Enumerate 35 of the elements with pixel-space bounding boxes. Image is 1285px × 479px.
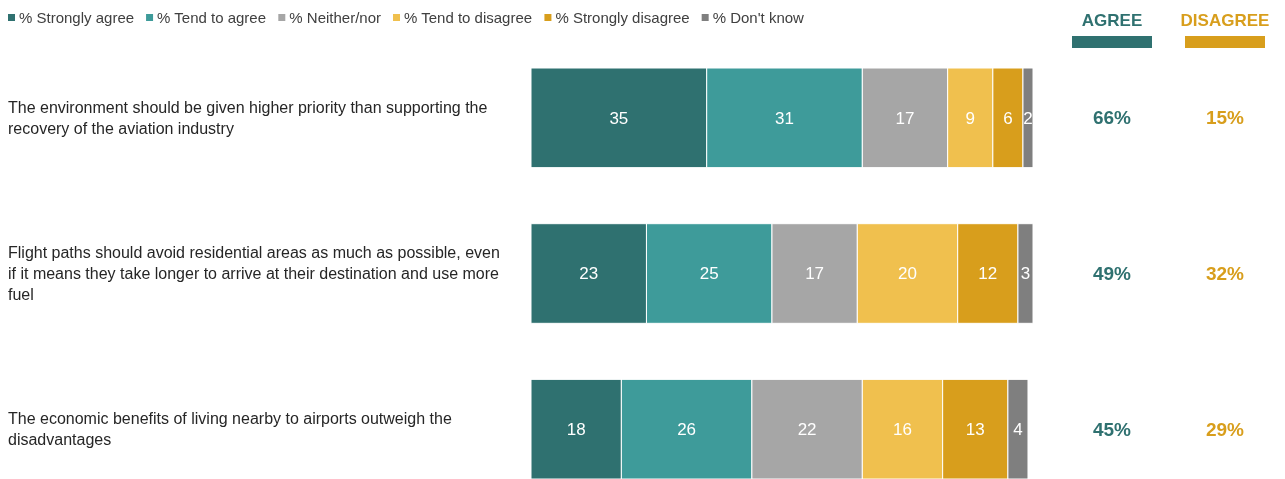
text: 66% xyxy=(1092,107,1132,129)
data-label: 17 xyxy=(805,264,825,284)
text: 15% xyxy=(1205,107,1245,129)
legend-label: % Strongly agree xyxy=(19,9,135,27)
data-label: 18 xyxy=(566,420,586,440)
data-label: 17 xyxy=(895,108,915,128)
legend-label: % Tend to agree xyxy=(157,9,267,27)
legend-label: % Neither/nor xyxy=(289,9,382,27)
data-label: 22 xyxy=(797,420,817,440)
text: 29% xyxy=(1205,418,1245,440)
data-label: 12 xyxy=(978,264,998,284)
data-label: 2 xyxy=(1023,108,1033,128)
y-tick-label: Flight paths should avoid residential areas as much as possible, even if it means they take longer to arrive at their destination and use more fuel xyxy=(8,244,500,304)
text: 45% xyxy=(1092,418,1132,440)
data-label: 13 xyxy=(965,420,985,440)
data-label: 4 xyxy=(1013,420,1023,440)
data-label: 3 xyxy=(1020,264,1031,284)
data-label: 16 xyxy=(893,420,912,440)
text: AGREE xyxy=(1081,10,1143,30)
text: 49% xyxy=(1092,263,1132,285)
data-label: 9 xyxy=(965,108,975,128)
legend-label: % Strongly disagree xyxy=(555,9,690,27)
y-tick-label: The environment should be given higher priority than supporting the recovery of the aviation industry xyxy=(8,98,488,137)
legend-label: % Tend to disagree xyxy=(404,9,533,27)
data-label: 20 xyxy=(898,264,917,284)
data-label: 26 xyxy=(677,420,697,440)
text: DISAGREE xyxy=(1180,10,1270,30)
legend-label: % Don't know xyxy=(712,9,805,27)
data-label: 35 xyxy=(609,108,629,128)
data-label: 31 xyxy=(775,108,794,128)
data-label: 6 xyxy=(1003,108,1013,128)
data-label: 25 xyxy=(699,264,719,284)
text: 32% xyxy=(1205,263,1245,285)
data-label: 23 xyxy=(579,264,599,284)
y-tick-label: The economic benefits of living nearby to airports outweigh the disadvantages xyxy=(8,410,452,449)
